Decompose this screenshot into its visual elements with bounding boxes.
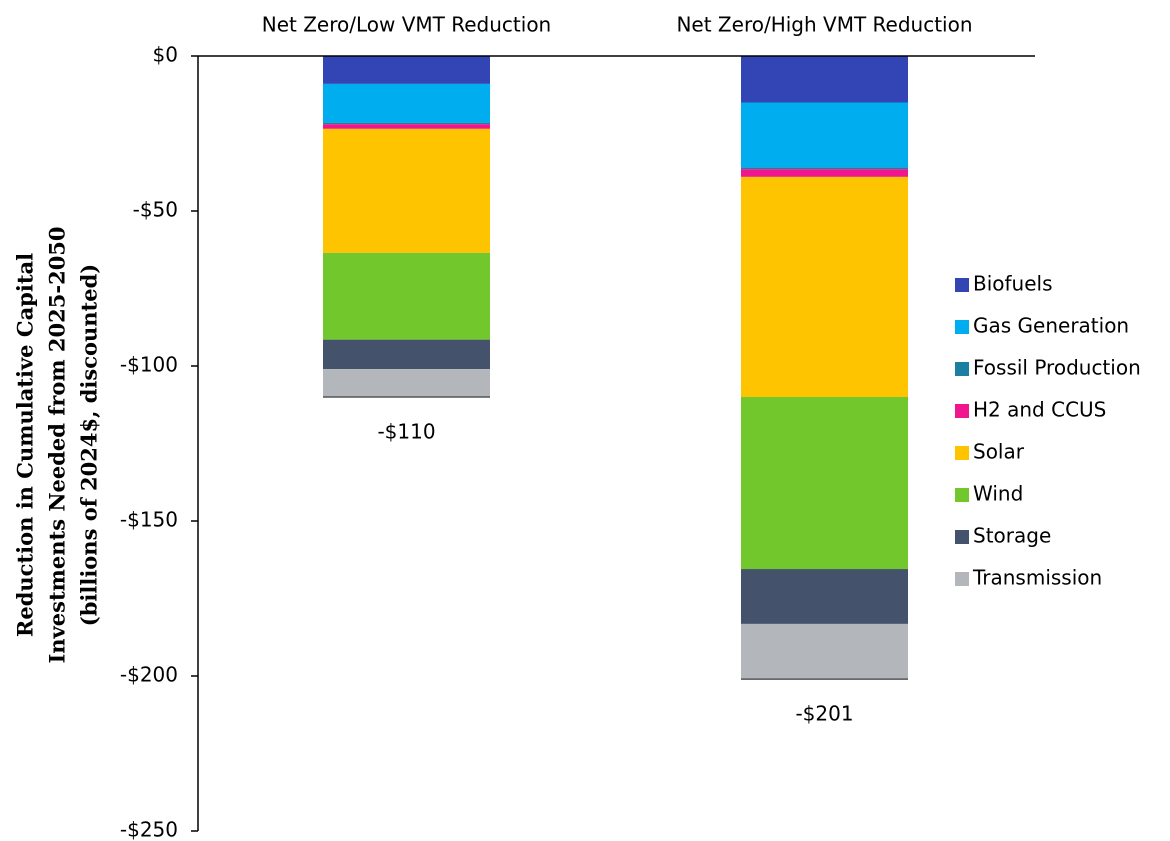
legend-label: Wind <box>973 482 1023 506</box>
y-axis-label: (billions of 2024$, discounted) <box>77 264 102 626</box>
legend-swatch <box>955 572 969 586</box>
legend-label: H2 and CCUS <box>973 398 1106 422</box>
legend-swatch <box>955 446 969 460</box>
bar-segment <box>323 124 490 129</box>
legend-label: Solar <box>973 440 1025 464</box>
y-tick-label: -$100 <box>120 353 178 377</box>
y-tick-label: -$150 <box>120 508 178 532</box>
bar-segment <box>323 83 490 123</box>
total-label: -$110 <box>377 420 435 444</box>
bar-segment <box>741 167 908 170</box>
y-tick-label: -$250 <box>120 818 178 841</box>
legend-swatch <box>955 320 969 334</box>
legend-swatch <box>955 530 969 544</box>
bar-segment <box>741 397 908 570</box>
legend-label: Transmission <box>972 566 1102 590</box>
legend-swatch <box>955 278 969 292</box>
bar-segment <box>323 339 490 370</box>
bar-segment <box>741 623 908 680</box>
y-tick-label: -$50 <box>133 198 178 222</box>
category-label: Net Zero/Low VMT Reduction <box>262 13 551 37</box>
y-tick-label: -$200 <box>120 663 178 687</box>
bar-segment <box>323 252 490 340</box>
legend-swatch <box>955 488 969 502</box>
bar-segment <box>741 569 908 624</box>
y-tick-label: $0 <box>153 43 178 67</box>
bar-segment <box>741 169 908 177</box>
bar-segment <box>741 176 908 397</box>
legend-label: Gas Generation <box>973 314 1129 338</box>
category-label: Net Zero/High VMT Reduction <box>676 13 972 37</box>
bar-segment <box>323 56 490 84</box>
legend-label: Biofuels <box>973 272 1053 296</box>
legend-label: Fossil Production <box>973 356 1141 380</box>
bar-segment <box>323 128 490 253</box>
bar-segment <box>741 56 908 103</box>
legend-label: Storage <box>973 524 1051 548</box>
bar-segment <box>323 122 490 125</box>
bar-segment <box>741 102 908 168</box>
y-axis-label: Investments Needed from 2025-2050 <box>45 226 70 663</box>
legend-swatch <box>955 404 969 418</box>
total-label: -$201 <box>795 702 853 726</box>
legend-swatch <box>955 362 969 376</box>
bar-segment <box>323 369 490 397</box>
y-axis-label: Reduction in Cumulative Capital <box>13 253 38 637</box>
